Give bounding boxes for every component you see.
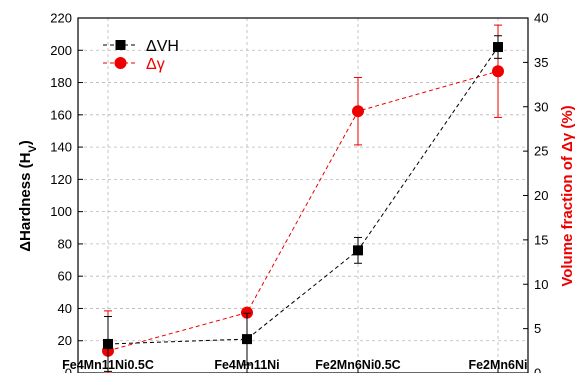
series-vh [103, 35, 503, 372]
y-tick-label-right: 20 [534, 188, 548, 203]
data-point [103, 338, 113, 349]
left-axis: 0 20 40 60 80 100 120 140 160 180 200 220 [50, 11, 83, 373]
y-tick-label-right: 10 [534, 277, 548, 292]
y-axis-label-left: ΔHardness (HV) [17, 140, 39, 251]
legend-marker [115, 40, 126, 50]
y-tick-label-left: 180 [50, 75, 72, 90]
legend-label: Δγ [146, 56, 165, 73]
data-point [353, 245, 363, 256]
y-tick-label-right: 30 [534, 99, 548, 114]
y-tick-label-left: 100 [50, 204, 72, 219]
y-tick-label-left: 40 [58, 301, 72, 316]
y-tick-label-right: 35 [534, 55, 548, 70]
legend-marker [114, 57, 127, 69]
x-tick-label: Fe2Mn6Ni0.5C [315, 358, 400, 372]
data-point [492, 65, 504, 78]
x-tick-label: Fe2Mn6Ni [468, 358, 527, 372]
legend-label: ΔVH [146, 38, 179, 55]
y-tick-label-left: 0 [65, 366, 72, 373]
series-line [107, 70, 499, 352]
series-line [107, 46, 499, 345]
y-tick-label-left: 220 [50, 11, 72, 26]
series [102, 24, 504, 373]
y-tick-label-left: 60 [58, 269, 72, 284]
data-point [242, 334, 252, 345]
y-axis-label-right: Volume fraction of Δγ (%) [559, 105, 576, 286]
legend-item: Δγ [103, 56, 165, 73]
data-point [493, 42, 503, 53]
legend-item: ΔVH [103, 38, 179, 55]
y-axis-label-left-subscript: V [27, 145, 39, 153]
y-tick-label-right: 25 [534, 144, 548, 159]
y-tick-label-right: 5 [534, 321, 541, 336]
data-point [352, 105, 364, 118]
y-tick-label-left: 80 [58, 236, 72, 251]
y-tick-label-right: 15 [534, 232, 548, 247]
y-tick-label-right: 0 [534, 366, 541, 373]
series-gamma [102, 24, 504, 373]
right-axis: 0 5 10 15 20 25 30 35 40 [523, 11, 548, 373]
y-tick-label-left: 200 [50, 43, 72, 58]
y-tick-label-left: 160 [50, 107, 72, 122]
x-axis: Fe4Mn11Ni0.5CFe4Mn11NiFe2Mn6Ni0.5CFe2Mn6… [62, 358, 528, 373]
y-tick-label-left: 140 [50, 140, 72, 155]
y-tick-label-right: 40 [534, 11, 548, 26]
y-tick-label-left: 120 [50, 172, 72, 187]
data-point [241, 306, 253, 319]
y-tick-label-left: 20 [58, 333, 72, 348]
